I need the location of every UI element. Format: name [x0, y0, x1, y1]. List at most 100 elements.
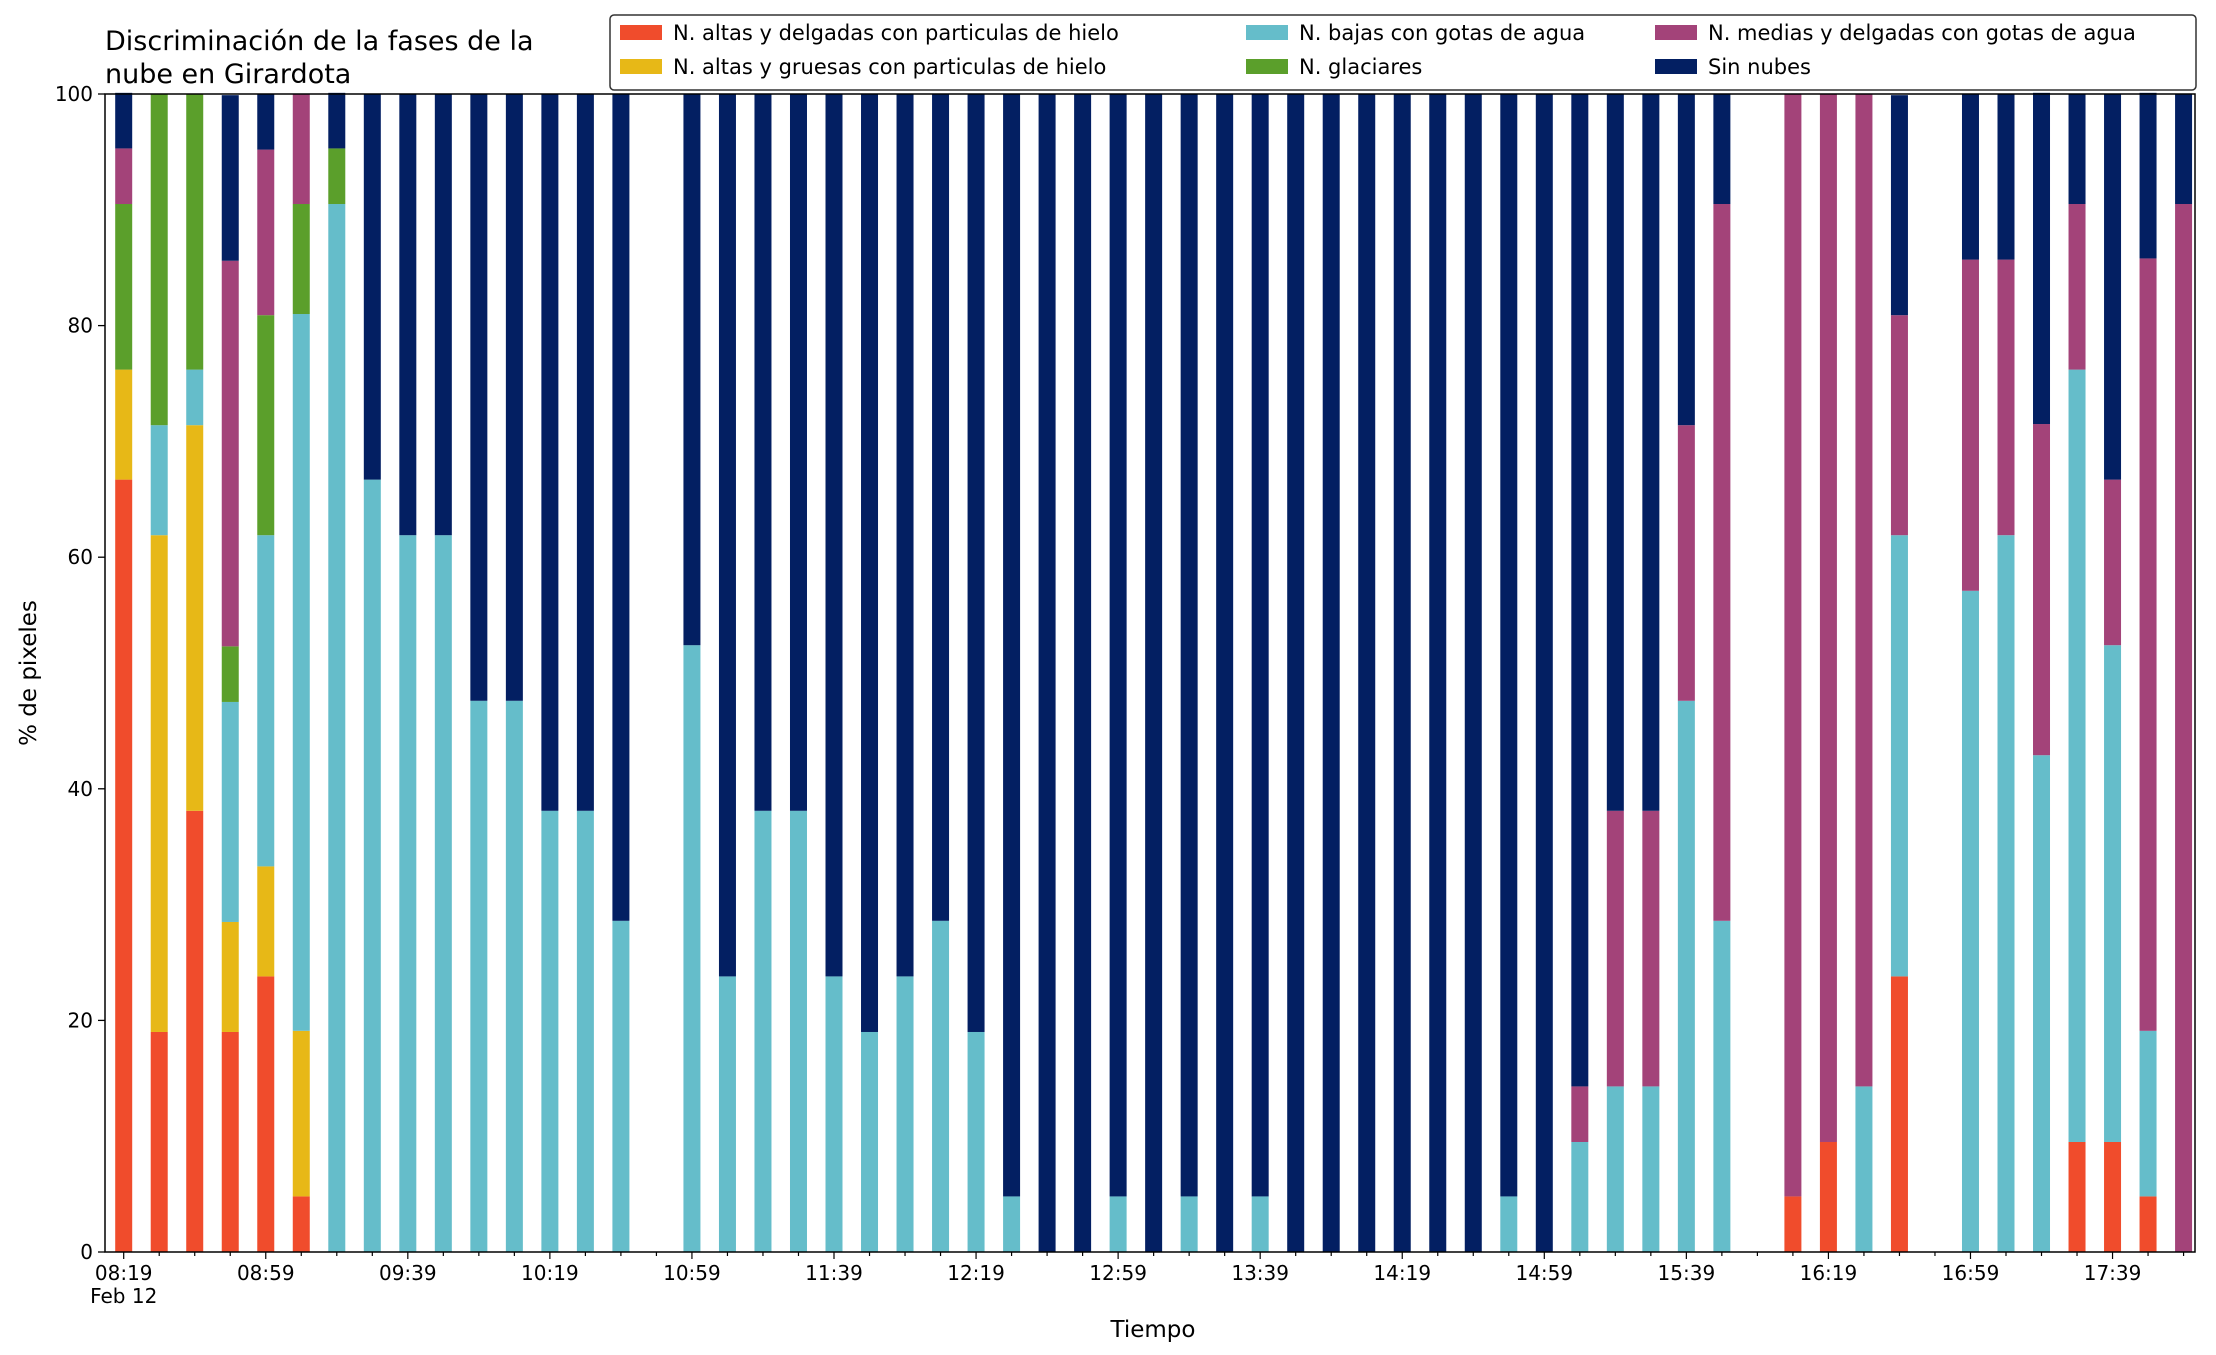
bar-segment-09:39-s5 [399, 94, 417, 536]
bar-segment-08:39-s2 [186, 369, 204, 426]
y-tick-label: 20 [68, 1008, 93, 1032]
bar-segment-13:29-s5 [1216, 94, 1234, 1252]
bar-segment-15:29-s4 [1642, 810, 1660, 1087]
bar-segment-14:59-s5 [1535, 94, 1553, 1252]
x-tick-date-label: Feb 12 [90, 1284, 157, 1308]
bar-segment-15:09-s5 [1571, 94, 1589, 1087]
bar-segment-15:49-s2 [1713, 920, 1731, 1252]
bar-segment-09:59-s5 [470, 94, 488, 701]
bar-segment-16:59-s4 [1961, 259, 1979, 591]
legend-label: Sin nubes [1708, 55, 1811, 79]
bar-segment-17:49-s4 [2139, 258, 2157, 1031]
bar-segment-17:29-s4 [2068, 204, 2086, 370]
bar-segment-17:39-s2 [2104, 645, 2122, 1142]
bar-segment-11:09-s5 [718, 94, 736, 977]
chart-title-line-1: Discriminación de la fases de la [105, 26, 534, 57]
bar-segment-15:49-s5 [1713, 94, 1731, 205]
bar-segment-09:09-s3 [292, 204, 310, 315]
bar-segment-16:09-s4 [1784, 94, 1802, 1197]
bar-segment-09:09-s2 [292, 314, 310, 1031]
bar-segment-09:19-s5 [328, 92, 346, 149]
bar-segment-08:39-s1 [186, 425, 204, 811]
chart-title-line-2: nube en Girardota [105, 59, 351, 90]
bar-segment-09:29-s2 [363, 479, 381, 1252]
bar-segment-16:09-s0 [1784, 1196, 1802, 1252]
x-tick-label: 08:19 [95, 1261, 153, 1285]
bar-segment-09:49-s5 [434, 94, 452, 536]
bar-segment-17:09-s2 [1997, 535, 2015, 1252]
bar-segment-11:29-s2 [789, 810, 807, 1252]
bar-segment-15:19-s2 [1606, 1086, 1624, 1252]
legend-frame [609, 14, 2197, 91]
legend-label: N. medias y delgadas con gotas de agua [1708, 21, 2136, 45]
bar-segment-15:19-s5 [1606, 94, 1624, 811]
x-tick-label: 10:59 [663, 1261, 721, 1285]
bar-segment-08:59-s4 [257, 149, 275, 316]
bar-segment-10:09-s2 [505, 700, 523, 1252]
bar-segment-08:29-s1 [150, 535, 168, 1032]
bar-segment-17:39-s4 [2104, 479, 2122, 646]
bar-segment-16:39-s4 [1890, 315, 1908, 536]
bar-segment-17:39-s0 [2104, 1141, 2122, 1252]
bar-segment-10:39-s5 [612, 94, 630, 921]
bar-segment-17:29-s2 [2068, 369, 2086, 1142]
bar-segment-14:39-s5 [1464, 94, 1482, 1252]
bar-segment-11:09-s2 [718, 976, 736, 1252]
bar-segment-10:29-s2 [576, 810, 594, 1252]
bar-segment-08:49-s5 [221, 95, 239, 261]
bar-segment-16:29-s2 [1855, 1086, 1873, 1252]
bar-segment-09:19-s3 [328, 148, 346, 205]
legend-swatch [1655, 59, 1697, 74]
bar-segment-15:29-s2 [1642, 1086, 1660, 1252]
bar-segment-08:29-s2 [150, 425, 168, 536]
x-tick-label: 08:59 [237, 1261, 295, 1285]
x-tick-label: 12:59 [1089, 1261, 1147, 1285]
x-tick-label: 14:59 [1515, 1261, 1573, 1285]
bar-segment-15:09-s2 [1571, 1141, 1589, 1252]
legend: N. altas y delgadas con particulas de hi… [609, 14, 2197, 91]
bar-segment-17:19-s2 [2033, 755, 2051, 1252]
bar-segment-17:39-s5 [2104, 94, 2122, 480]
bar-segment-10:09-s5 [505, 94, 523, 701]
bar-segment-12:59-s2 [1109, 1196, 1127, 1252]
bar-segment-10:39-s2 [612, 920, 630, 1252]
bar-segment-08:59-s0 [257, 976, 275, 1252]
bar-segment-11:19-s2 [754, 810, 772, 1252]
legend-swatch [620, 25, 662, 40]
y-axis-label: % de pixeles [16, 600, 42, 746]
bar-segment-11:19-s5 [754, 94, 772, 811]
bar-segment-11:49-s2 [861, 1031, 879, 1252]
bar-segment-08:19-s5 [115, 92, 133, 149]
bar-segment-12:49-s5 [1074, 94, 1092, 1252]
bar-segment-12:39-s5 [1038, 94, 1056, 1252]
bar-segment-09:59-s2 [470, 700, 488, 1252]
bar-segment-17:19-s5 [2033, 92, 2051, 425]
x-axis-label: Tiempo [1110, 1317, 1196, 1343]
bar-segment-08:19-s3 [115, 204, 133, 370]
x-tick-label: 09:39 [379, 1261, 437, 1285]
bar-segment-12:19-s5 [967, 94, 985, 1032]
bar-segment-17:49-s0 [2139, 1196, 2157, 1252]
bar-segment-09:19-s2 [328, 204, 346, 1252]
bar-segment-08:19-s4 [115, 148, 133, 205]
plot-frame [104, 93, 2196, 1253]
x-tick-label: 14:19 [1373, 1261, 1431, 1285]
legend-label: N. altas y delgadas con particulas de hi… [673, 21, 1119, 45]
y-tick-label: 80 [68, 314, 93, 338]
x-tick-label: 17:39 [2084, 1261, 2142, 1285]
bar-segment-16:59-s5 [1961, 94, 1979, 260]
bar-segment-08:19-s0 [115, 479, 133, 1252]
bar-segment-16:19-s4 [1819, 94, 1837, 1142]
bar-segment-08:29-s0 [150, 1031, 168, 1252]
bar-segment-13:39-s5 [1251, 94, 1269, 1197]
bar-segment-14:29-s5 [1429, 94, 1447, 1252]
bar-segment-14:49-s5 [1500, 94, 1518, 1197]
bar-segment-09:09-s4 [292, 94, 310, 205]
bar-segment-16:39-s2 [1890, 535, 1908, 977]
bar-segment-17:49-s2 [2139, 1030, 2157, 1197]
bar-segment-12:19-s2 [967, 1031, 985, 1252]
bar-segment-16:39-s5 [1890, 95, 1908, 316]
bar-segment-12:29-s5 [1003, 94, 1021, 1197]
bar-segment-14:19-s5 [1393, 94, 1411, 1252]
